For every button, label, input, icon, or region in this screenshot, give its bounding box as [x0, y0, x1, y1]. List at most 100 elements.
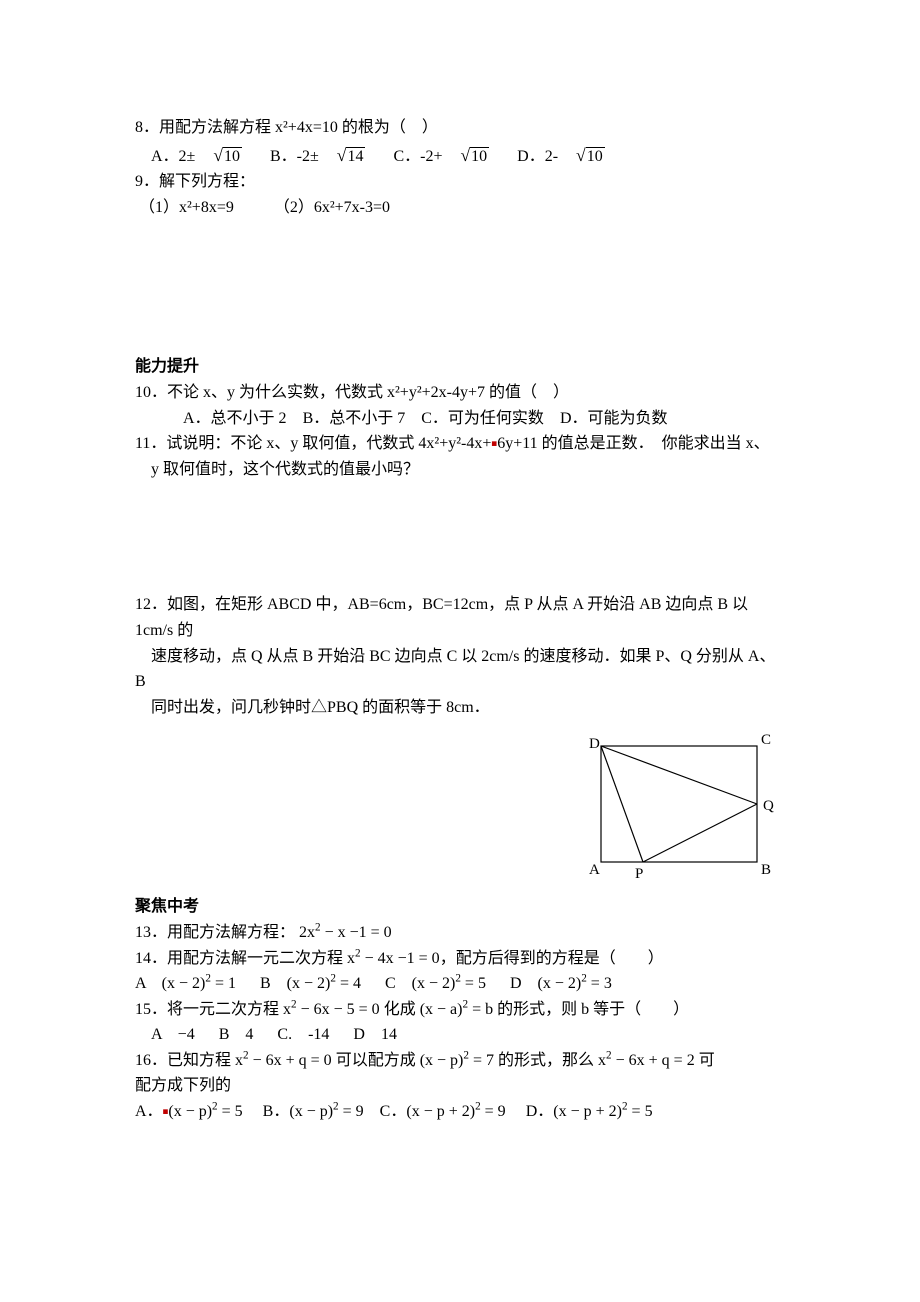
q16-c-eq-l: (x − p + 2) — [406, 1103, 475, 1120]
q10-opt-a: A．总不小于 2 — [183, 410, 287, 427]
q14-opt-b: B (x − 2)2 = 4 — [260, 975, 361, 992]
q14-c-l: C (x − 2) — [385, 975, 455, 992]
q8-stem: 8．用配方法解方程 x²+4x=10 的根为（ ） — [135, 115, 785, 141]
q15-opt-d: D 14 — [353, 1026, 397, 1043]
label-a: A — [589, 862, 600, 878]
spacer — [135, 220, 785, 350]
section-ability: 能力提升 — [135, 354, 785, 380]
q15-opt-c: C. -14 — [277, 1026, 329, 1043]
q14-eq-b: − 4x −1 = 0 — [365, 950, 440, 967]
q14-a-r: = 1 — [215, 975, 236, 992]
q16-eq2a: (x − p) — [420, 1052, 464, 1069]
q14-d-r: = 3 — [591, 975, 612, 992]
line-dp — [601, 746, 643, 862]
line-pq — [643, 804, 757, 862]
q8-a-prefix: A．2± — [151, 148, 195, 165]
q16-opt-b: B．(x − p)2 = 9 — [263, 1103, 368, 1120]
q15-opt-a: A −4 — [151, 1026, 195, 1043]
q11-line2: y 取何值时，这个代数式的值最小吗？ — [135, 457, 785, 483]
q13-prefix: 13．用配方法解方程： — [135, 924, 295, 941]
q15-eq1a: x — [283, 1001, 291, 1018]
sqrt-icon: 10 — [560, 141, 605, 170]
q13-eq-a: 2x — [299, 924, 315, 941]
q15-eq1b: − 6x − 5 = 0 — [301, 1001, 380, 1018]
q14-stem: 14．用配方法解一元二次方程 x2 − 4x −1 = 0，配方后得到的方程是（… — [135, 946, 785, 972]
q13-eq-b: − x −1 = 0 — [325, 924, 392, 941]
q12-line3: 同时出发，问几秒钟时△PBQ 的面积等于 8cm． — [135, 695, 785, 721]
q9-part1: （1）x²+8x=9 — [139, 199, 234, 216]
q16-eq1b: − 6x + q = 0 — [253, 1052, 332, 1069]
q8-opt-d: D．2- 10 — [517, 148, 605, 165]
line-dq — [601, 746, 757, 804]
q14-b-l: B (x − 2) — [260, 975, 330, 992]
q12-diagram-wrap: D C A B P Q — [135, 728, 785, 888]
q8-options: A．2± 10 B．-2± 14 C．-2+10 D．2- 10 — [135, 141, 785, 170]
q8-c-rad: 10 — [470, 147, 489, 165]
q10-opt-c: C．可为任何实数 — [421, 410, 544, 427]
q16-a-eq-r: = 5 — [222, 1103, 243, 1120]
q16-d-eq-l: (x − p + 2) — [553, 1103, 622, 1120]
q15-suffix: 的形式，则 b 等于（ ） — [497, 1001, 689, 1018]
q14-b-r: = 4 — [340, 975, 361, 992]
rectangle-diagram: D C A B P Q — [573, 728, 785, 888]
q14-opt-a: A (x − 2)2 = 1 — [135, 975, 236, 992]
q8-opt-a: A．2± 10 — [151, 148, 246, 165]
label-b: B — [761, 862, 771, 878]
label-d: D — [589, 736, 600, 752]
q12-line2: 速度移动，点 Q 从点 B 开始沿 BC 边向点 C 以 2cm/s 的速度移动… — [135, 644, 785, 695]
q16-d-eq-r: = 5 — [632, 1103, 653, 1120]
q9-parts: （1）x²+8x=9 （2）6x²+7x-3=0 — [135, 195, 785, 221]
q8-a-rad: 10 — [223, 147, 242, 165]
q15-opt-b: B 4 — [219, 1026, 254, 1043]
q8-d-prefix: D．2- — [517, 148, 558, 165]
q9-stem: 9．解下列方程： — [135, 169, 785, 195]
q16-suffix: 可 — [699, 1052, 715, 1069]
sqrt-icon: 10 — [444, 141, 489, 170]
q15-options: A −4 B 4 C. -14 D 14 — [135, 1022, 785, 1048]
section-exam: 聚焦中考 — [135, 894, 785, 920]
rect-abcd — [601, 746, 757, 862]
q10-opt-b: B．总不小于 7 — [303, 410, 406, 427]
q11-text-a: 11．试说明：不论 x、y 取何值，代数式 4x²+y²-4x+ — [135, 435, 491, 452]
q11-text-b: 6y+11 的值总是正数． 你能求出当 x、 — [497, 435, 769, 452]
q10-opt-d: D．可能为负数 — [560, 410, 668, 427]
label-c: C — [761, 732, 771, 748]
q13: 13．用配方法解方程： 2x2 − x −1 = 0 — [135, 920, 785, 946]
q16-c-eq-r: = 9 — [485, 1103, 506, 1120]
q14-opt-d: D (x − 2)2 = 3 — [510, 975, 612, 992]
q11-line1: 11．试说明：不论 x、y 取何值，代数式 4x²+y²-4x+■6y+11 的… — [135, 431, 785, 457]
q16-b-l: B． — [263, 1103, 290, 1120]
q14-suffix: ，配方后得到的方程是（ ） — [440, 950, 664, 967]
q16-opt-c: C．(x − p + 2)2 = 9 — [380, 1103, 510, 1120]
q12-line1: 12．如图，在矩形 ABCD 中，AB=6cm，BC=12cm，点 P 从点 A… — [135, 592, 785, 643]
q15-eq2a: (x − a) — [420, 1001, 463, 1018]
q8-d-rad: 10 — [586, 147, 605, 165]
q8-b-prefix: B．-2± — [270, 148, 319, 165]
q16-a-l: A． — [135, 1103, 163, 1120]
label-q: Q — [763, 798, 774, 814]
q16-eq3b: − 6x + q = 2 — [616, 1052, 695, 1069]
q10-options: A．总不小于 2 B．总不小于 7 C．可为任何实数 D．可能为负数 — [135, 406, 785, 432]
q15-eq2b: = b — [472, 1001, 493, 1018]
q14-prefix: 14．用配方法解一元二次方程 — [135, 950, 343, 967]
q8-b-rad: 14 — [346, 147, 365, 165]
q15-prefix: 15．将一元二次方程 — [135, 1001, 279, 1018]
q15-c-text: C. -14 — [277, 1026, 329, 1043]
q16-prefix: 16．已知方程 — [135, 1052, 231, 1069]
q16-line2: 配方成下列的 — [135, 1073, 785, 1099]
spacer — [135, 482, 785, 592]
q16-b-eq-l: (x − p) — [289, 1103, 333, 1120]
label-p: P — [635, 866, 643, 882]
sqrt-icon: 10 — [197, 141, 242, 170]
q16-eq1a: x — [235, 1052, 243, 1069]
q15-mid: 化成 — [384, 1001, 416, 1018]
q16-opt-a: A．■(x − p)2 = 5 — [135, 1103, 247, 1120]
q16-mid1: 可以配方成 — [336, 1052, 416, 1069]
q14-d-l: D (x − 2) — [510, 975, 581, 992]
q10-stem: 10．不论 x、y 为什么实数，代数式 x²+y²+2x-4y+7 的值（ ） — [135, 380, 785, 406]
q16-opt-d: D．(x − p + 2)2 = 5 — [526, 1103, 653, 1120]
q14-a-l: A (x − 2) — [135, 975, 205, 992]
sqrt-icon: 14 — [321, 141, 366, 170]
q14-c-r: = 5 — [465, 975, 486, 992]
q8-opt-c: C．-2+10 — [393, 148, 493, 165]
